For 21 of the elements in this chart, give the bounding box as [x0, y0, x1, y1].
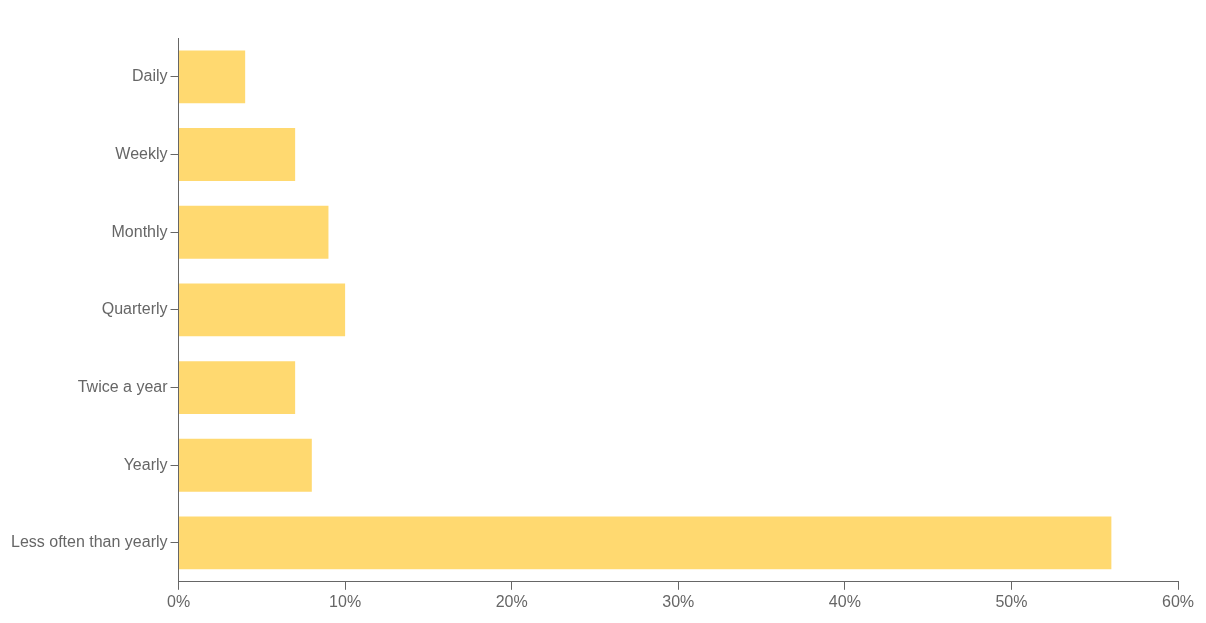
y-tick-label: Quarterly	[101, 300, 168, 318]
bar	[179, 438, 312, 492]
bar	[179, 50, 246, 104]
bar	[179, 205, 329, 259]
y-tick-label: Less often than yearly	[10, 533, 168, 551]
x-tick-label: 50%	[995, 592, 1028, 610]
y-tick-label: Yearly	[123, 455, 168, 473]
x-tick-label: 0%	[166, 592, 191, 610]
y-tick-label: Monthly	[111, 222, 168, 240]
y-tick-label: Daily	[131, 67, 168, 85]
bar	[179, 283, 346, 337]
y-tick-label: Twice a year	[77, 377, 169, 395]
x-tick-label: 60%	[1161, 592, 1195, 610]
bar	[179, 128, 296, 181]
x-tick-label: 40%	[828, 592, 861, 610]
y-tick-label: Weekly	[115, 144, 168, 162]
bar	[179, 361, 296, 414]
bar	[179, 516, 1112, 570]
x-tick-label: 10%	[329, 592, 362, 610]
x-tick-label: 20%	[495, 592, 528, 610]
x-tick-label: 30%	[662, 592, 695, 610]
